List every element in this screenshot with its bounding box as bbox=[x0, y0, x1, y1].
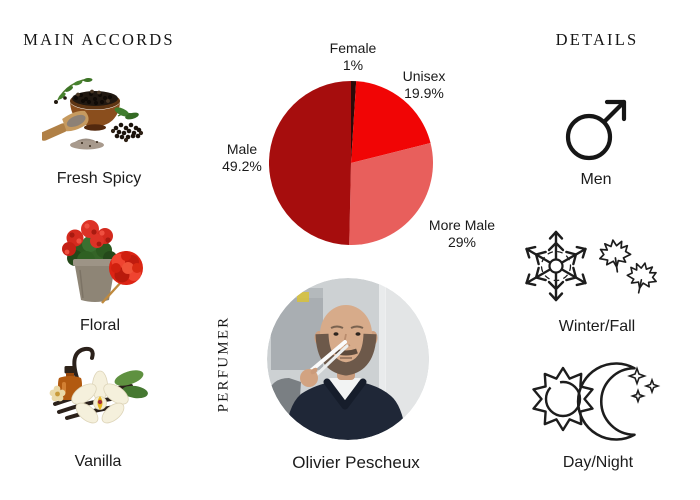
detail-label-winter-fall: Winter/Fall bbox=[558, 318, 636, 335]
winter-fall-icons bbox=[521, 230, 661, 302]
peppercorn-bowl-and-scoop-illustration bbox=[42, 77, 144, 150]
pie-label-more-male-name: More Male bbox=[428, 217, 496, 233]
red-geranium-pot-illustration bbox=[62, 220, 143, 304]
pie-label-more-male: More Male 29% bbox=[429, 217, 495, 250]
accord-label-fresh-spicy: Fresh Spicy bbox=[56, 170, 142, 187]
pie-slice-more-male bbox=[349, 143, 433, 245]
pie-slice-male bbox=[269, 81, 351, 245]
vanilla-orchid-pods-bottle-illustration bbox=[49, 346, 148, 424]
floral-photo bbox=[42, 214, 152, 310]
pie-label-unisex-value: 19.9% bbox=[404, 84, 444, 101]
sun-and-crescent-moon-icon bbox=[523, 356, 673, 444]
vanilla-photo bbox=[43, 342, 155, 438]
pie-slice-female bbox=[351, 81, 357, 163]
day-night-icons bbox=[532, 362, 673, 441]
fresh-spicy-photo bbox=[42, 70, 152, 158]
detail-label-men: Men bbox=[580, 171, 612, 188]
pie-label-female-name: Female bbox=[329, 40, 377, 56]
snowflake-icon bbox=[521, 230, 591, 302]
pie-slice-unisex bbox=[351, 81, 431, 163]
main-accords-heading: MAIN ACCORDS bbox=[23, 30, 175, 49]
mars-icon bbox=[565, 99, 627, 161]
pie-label-unisex-name: Unisex bbox=[402, 68, 446, 84]
pie-label-male: Male 49.2% bbox=[222, 141, 262, 174]
accord-label-floral: Floral bbox=[79, 317, 121, 334]
sun-icon bbox=[532, 366, 594, 432]
pie-label-unisex: Unisex 19.9% bbox=[403, 68, 446, 101]
details-heading: DETAILS bbox=[555, 30, 639, 49]
pie-label-more-male-value: 29% bbox=[447, 233, 477, 250]
detail-label-day-night: Day/Night bbox=[562, 454, 634, 471]
pie-label-male-name: Male bbox=[226, 141, 258, 157]
maple-leaves-icon bbox=[596, 237, 661, 297]
perfumer-name: Olivier Pescheux bbox=[292, 453, 420, 472]
pie-label-male-value: 49.2% bbox=[222, 157, 262, 174]
gender-pie-chart bbox=[269, 81, 433, 245]
accord-label-vanilla: Vanilla bbox=[74, 453, 122, 470]
pie-label-female-value: 1% bbox=[342, 56, 364, 73]
male-mars-symbol-icon bbox=[560, 94, 634, 168]
perfumer-heading: PERFUMER bbox=[215, 315, 232, 413]
crescent-moon-icon bbox=[576, 362, 659, 441]
olivier-pescheux-portrait-illustration bbox=[267, 278, 429, 440]
pie-label-female: Female 1% bbox=[330, 40, 377, 73]
perfumer-portrait-photo bbox=[267, 278, 429, 440]
sparkle-stars-icon bbox=[630, 369, 659, 402]
snowflake-and-maple-leaves-icon bbox=[518, 228, 668, 308]
